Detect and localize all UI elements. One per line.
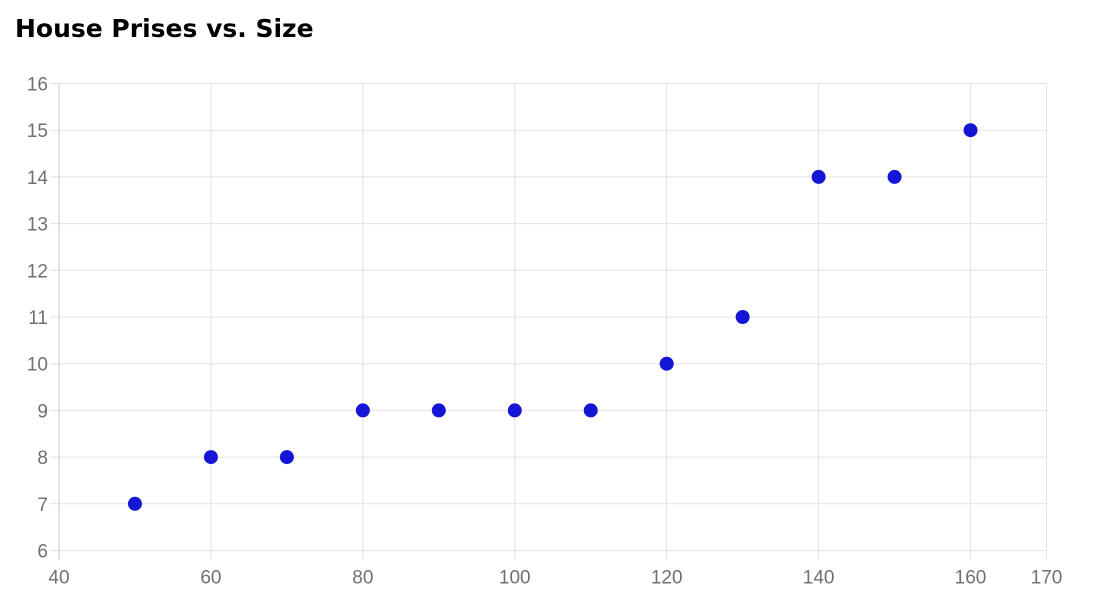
- y-tick-label: 7: [37, 495, 48, 516]
- x-tick-label: 120: [651, 568, 683, 589]
- x-tick-label: 40: [48, 568, 69, 589]
- x-tick-label: 160: [955, 568, 987, 589]
- data-point[interactable]: [659, 356, 674, 371]
- y-tick-label: 13: [27, 215, 48, 236]
- x-tick-label: 100: [499, 568, 531, 589]
- data-point[interactable]: [203, 450, 218, 465]
- y-tick-label: 9: [37, 401, 48, 422]
- y-tick-label: 11: [28, 308, 48, 329]
- x-tick-label: 140: [803, 568, 835, 589]
- data-point[interactable]: [355, 403, 370, 418]
- data-point[interactable]: [887, 169, 902, 184]
- y-tick-label: 6: [37, 542, 48, 563]
- data-point[interactable]: [735, 310, 750, 324]
- x-tick-label: 80: [352, 568, 373, 589]
- y-tick-label: 10: [27, 355, 48, 376]
- y-tick-label: 8: [37, 448, 48, 469]
- data-point[interactable]: [279, 450, 294, 465]
- y-tick-label: 14: [27, 168, 49, 189]
- data-point[interactable]: [127, 496, 142, 511]
- x-tick-label: 60: [200, 568, 221, 589]
- y-tick-label: 15: [27, 121, 48, 142]
- y-tick-label: 16: [27, 75, 48, 96]
- data-point[interactable]: [811, 169, 826, 184]
- data-point[interactable]: [583, 403, 598, 418]
- data-point[interactable]: [431, 403, 446, 418]
- data-point[interactable]: [963, 123, 978, 138]
- data-point[interactable]: [507, 403, 522, 418]
- y-tick-label: 12: [27, 261, 48, 282]
- x-tick-label: 170: [1031, 568, 1063, 589]
- chart-title: House Prises vs. Size: [15, 14, 314, 43]
